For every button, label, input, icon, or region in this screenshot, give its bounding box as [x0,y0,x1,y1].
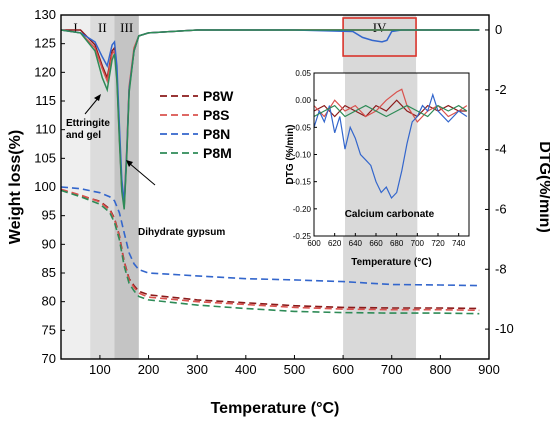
y2-tick-label: -8 [495,261,507,276]
y2-tick-label: -6 [495,201,507,216]
inset-x-tick-label: 600 [307,239,321,248]
region-IV-highlight-box [342,17,417,57]
y-tick-label: 95 [42,208,56,223]
tg-line-P8M [60,189,480,315]
y-tick-label: 120 [34,64,56,79]
y-tick-label: 85 [42,265,56,280]
y-tick-label: 125 [34,36,56,51]
ettringite-arrow [84,96,100,115]
x-tick-label: 100 [89,362,111,377]
dihydrate-arrow [128,162,156,186]
y2-tick-label: -4 [495,142,507,157]
region-II-label: II [98,20,107,35]
x-tick-label: 700 [381,362,403,377]
annotation-dihydrate-gypsum: Dihydrate gypsum [138,227,225,238]
y-tick-label: 100 [34,179,56,194]
y-tick-label: 105 [34,150,56,165]
annotation-ettringite-line1: Ettringite [66,118,110,129]
y-tick-label: 75 [42,322,56,337]
inset-y-axis-title: DTG (%/min) [285,125,296,185]
inset-y-tick-label: -0.15 [293,178,312,187]
x-tick-label: 200 [138,362,160,377]
y2-tick-label: 0 [495,22,502,37]
x-tick-label: 900 [478,362,500,377]
x-tick-label: 800 [430,362,452,377]
legend-label-P8N: P8N [203,126,230,142]
legend-label-P8S: P8S [203,107,229,123]
inset-line-P8S [313,88,468,123]
x-tick-label: 300 [186,362,208,377]
y2-tick-label: -2 [495,82,507,97]
inset-x-tick-label: 740 [452,239,466,248]
y-tick-label: 115 [35,93,56,108]
inset-y-tick-label: -0.25 [293,232,312,241]
x-tick-label: 500 [284,362,306,377]
dtg-line-P8M [60,29,480,210]
y2-tick-label: -10 [495,321,514,336]
inset-y-tick-label: -0.10 [293,151,312,160]
annotation-calcium-carbonate: Calcium carbonate [345,209,435,220]
y-tick-label: 80 [42,294,56,309]
tg-line-P8S [60,188,480,312]
x-axis-title: Temperature (°C) [211,400,340,417]
y-tick-label: 130 [34,7,56,22]
inset-line-P8N [313,92,468,200]
region-III-label: III [120,20,133,35]
y-axis-title: Weight loss(%) [7,130,24,244]
tg-line-P8N [60,186,480,287]
ettringite-arrowhead [94,94,101,101]
annotation-ettringite-line2: and gel [66,130,101,141]
x-tick-label: 600 [332,362,354,377]
inset-y-tick-label: -0.20 [293,205,312,214]
plot-frame [60,14,490,360]
region-I-label: I [73,20,77,35]
inset-x-tick-label: 660 [369,239,383,248]
dihydrate-arrowhead [126,160,133,167]
inset-x-tick-label: 640 [349,239,363,248]
y-tick-label: 70 [42,351,56,366]
y2-axis-title: DTG(%/min) [536,141,550,233]
inset-x-tick-label: 700 [411,239,425,248]
inset-x-axis-title: Temperature (°C) [351,257,432,268]
inset-y-tick-label: -0.05 [293,123,312,132]
inset-x-tick-label: 680 [390,239,404,248]
y-tick-label: 90 [42,236,56,251]
x-tick-label: 400 [235,362,257,377]
y-tick-label: 110 [35,122,56,137]
inset-line-P8M [313,104,468,118]
inset-y-tick-label: 0.05 [295,69,311,78]
region-III-band [114,15,139,359]
legend-label-P8W: P8W [203,88,234,104]
inset-x-tick-label: 620 [328,239,342,248]
region-IV-label: IV [373,20,387,35]
inset-y-tick-label: 0.00 [295,96,311,105]
inset-x-tick-label: 720 [431,239,445,248]
legend-label-P8M: P8M [203,145,232,161]
